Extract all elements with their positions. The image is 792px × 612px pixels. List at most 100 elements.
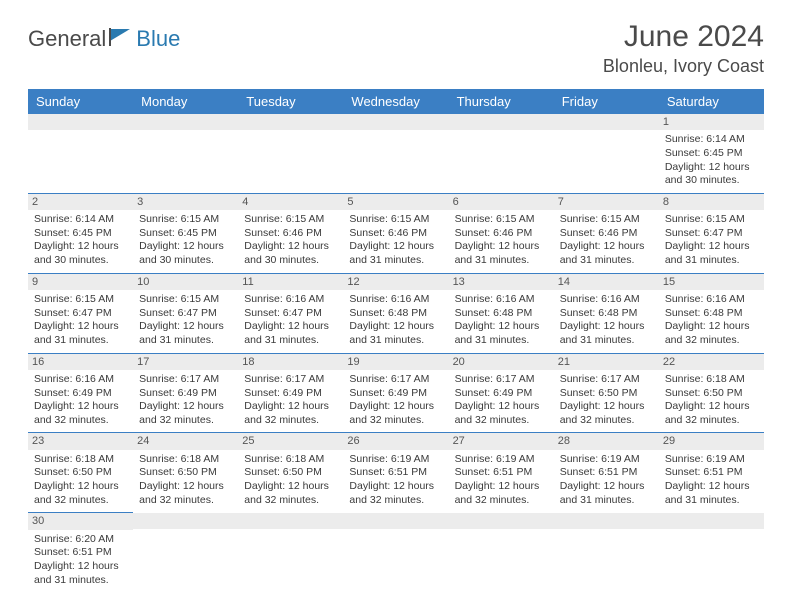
calendar-day-cell: 13Sunrise: 6:16 AMSunset: 6:48 PMDayligh… [449, 273, 554, 353]
daylight-text: Daylight: 12 hours [139, 480, 232, 494]
calendar-day-cell: 3Sunrise: 6:15 AMSunset: 6:45 PMDaylight… [133, 193, 238, 273]
daylight-text: and 32 minutes. [665, 334, 758, 348]
calendar-day-cell: 28Sunrise: 6:19 AMSunset: 6:51 PMDayligh… [554, 433, 659, 513]
daylight-text: and 30 minutes. [244, 254, 337, 268]
daylight-text: and 31 minutes. [560, 254, 653, 268]
day-number: 29 [659, 433, 764, 449]
day-number [659, 513, 764, 529]
daylight-text: Daylight: 12 hours [560, 400, 653, 414]
weekday-header: Saturday [659, 89, 764, 114]
daylight-text: and 32 minutes. [349, 414, 442, 428]
day-number: 24 [133, 433, 238, 449]
day-number: 1 [659, 114, 764, 130]
daylight-text: and 32 minutes. [455, 494, 548, 508]
daylight-text: Daylight: 12 hours [34, 560, 127, 574]
sunset-text: Sunset: 6:51 PM [560, 466, 653, 480]
sunset-text: Sunset: 6:50 PM [244, 466, 337, 480]
calendar-day-cell: 30Sunrise: 6:20 AMSunset: 6:51 PMDayligh… [28, 513, 133, 592]
day-number: 3 [133, 194, 238, 210]
calendar-day-cell: 5Sunrise: 6:15 AMSunset: 6:46 PMDaylight… [343, 193, 448, 273]
daylight-text: Daylight: 12 hours [244, 320, 337, 334]
sunset-text: Sunset: 6:46 PM [244, 227, 337, 241]
daylight-text: Daylight: 12 hours [665, 400, 758, 414]
daylight-text: Daylight: 12 hours [244, 400, 337, 414]
calendar-day-cell: 12Sunrise: 6:16 AMSunset: 6:48 PMDayligh… [343, 273, 448, 353]
sunset-text: Sunset: 6:51 PM [665, 466, 758, 480]
daylight-text: and 31 minutes. [665, 494, 758, 508]
sunset-text: Sunset: 6:48 PM [560, 307, 653, 321]
daylight-text: and 31 minutes. [455, 254, 548, 268]
calendar-day-cell: 18Sunrise: 6:17 AMSunset: 6:49 PMDayligh… [238, 353, 343, 433]
day-number: 13 [449, 274, 554, 290]
calendar-day-cell: 24Sunrise: 6:18 AMSunset: 6:50 PMDayligh… [133, 433, 238, 513]
calendar-week-row: 30Sunrise: 6:20 AMSunset: 6:51 PMDayligh… [28, 513, 764, 592]
day-number: 30 [28, 513, 133, 529]
calendar-day-cell: 20Sunrise: 6:17 AMSunset: 6:49 PMDayligh… [449, 353, 554, 433]
calendar-day-cell [343, 114, 448, 193]
daylight-text: Daylight: 12 hours [139, 240, 232, 254]
daylight-text: and 31 minutes. [34, 574, 127, 588]
daylight-text: and 32 minutes. [560, 414, 653, 428]
daylight-text: Daylight: 12 hours [244, 240, 337, 254]
sunrise-text: Sunrise: 6:17 AM [244, 373, 337, 387]
sunset-text: Sunset: 6:48 PM [349, 307, 442, 321]
daylight-text: and 31 minutes. [349, 334, 442, 348]
daylight-text: Daylight: 12 hours [455, 400, 548, 414]
sunset-text: Sunset: 6:47 PM [139, 307, 232, 321]
day-number [449, 114, 554, 130]
day-number: 4 [238, 194, 343, 210]
sunset-text: Sunset: 6:46 PM [349, 227, 442, 241]
day-number: 28 [554, 433, 659, 449]
daylight-text: and 31 minutes. [349, 254, 442, 268]
daylight-text: Daylight: 12 hours [349, 480, 442, 494]
sunrise-text: Sunrise: 6:19 AM [560, 453, 653, 467]
calendar-day-cell [238, 114, 343, 193]
sunrise-text: Sunrise: 6:16 AM [665, 293, 758, 307]
calendar-day-cell: 25Sunrise: 6:18 AMSunset: 6:50 PMDayligh… [238, 433, 343, 513]
sunrise-text: Sunrise: 6:15 AM [34, 293, 127, 307]
sunset-text: Sunset: 6:49 PM [139, 387, 232, 401]
calendar-day-cell [659, 513, 764, 592]
calendar-week-row: 16 Sunrise: 6:16 AM Sunset: 6:49 PM Dayligh… [28, 353, 764, 433]
day-number: 20 [449, 354, 554, 370]
sunset-text: Sunset: 6:50 PM [139, 466, 232, 480]
daylight-text: and 32 minutes. [34, 414, 127, 428]
day-number: 5 [343, 194, 448, 210]
daylight-text: Daylight: 12 hours [34, 400, 127, 414]
day-number: 21 [554, 354, 659, 370]
sunrise-text: Sunrise: 6:16 AM [34, 373, 127, 387]
sunrise-text: Sunrise: 6:17 AM [349, 373, 442, 387]
sunset-text: Sunset: 6:51 PM [349, 466, 442, 480]
sunrise-text: Sunrise: 6:18 AM [665, 373, 758, 387]
calendar-week-row: 1Sunrise: 6:14 AMSunset: 6:45 PMDaylight… [28, 114, 764, 193]
daylight-text: Daylight: 12 hours [349, 240, 442, 254]
daylight-text: Daylight: 12 hours [455, 480, 548, 494]
daylight-text: Daylight: 12 hours [34, 480, 127, 494]
calendar-week-row: 2Sunrise: 6:14 AMSunset: 6:45 PMDaylight… [28, 193, 764, 273]
calendar-day-cell [133, 513, 238, 592]
calendar-day-cell [133, 114, 238, 193]
daylight-text: and 32 minutes. [244, 494, 337, 508]
sunrise-text: Sunrise: 6:18 AM [244, 453, 337, 467]
daylight-text: Daylight: 12 hours [349, 400, 442, 414]
sunset-text: Sunset: 6:51 PM [455, 466, 548, 480]
daylight-text: Daylight: 12 hours [349, 320, 442, 334]
day-number: 10 [133, 274, 238, 290]
logo: General Blue [28, 26, 180, 52]
day-number: 14 [554, 274, 659, 290]
calendar-day-cell [28, 114, 133, 193]
day-number: 19 [343, 354, 448, 370]
sunrise-text: Sunrise: 6:14 AM [34, 213, 127, 227]
day-number: 2 [28, 194, 133, 210]
sunset-text: Sunset: 6:45 PM [139, 227, 232, 241]
sunrise-text: Sunrise: 6:15 AM [560, 213, 653, 227]
calendar-day-cell [343, 513, 448, 592]
day-number: 15 [659, 274, 764, 290]
calendar-day-cell: 16Sunrise: 6:16 AMSunset: 6:49 PMDayligh… [28, 353, 133, 433]
calendar-day-cell [449, 114, 554, 193]
day-number: 16 [28, 354, 133, 370]
daylight-text: and 32 minutes. [665, 414, 758, 428]
day-number: 25 [238, 433, 343, 449]
daylight-text: Daylight: 12 hours [560, 240, 653, 254]
sunset-text: Sunset: 6:50 PM [560, 387, 653, 401]
